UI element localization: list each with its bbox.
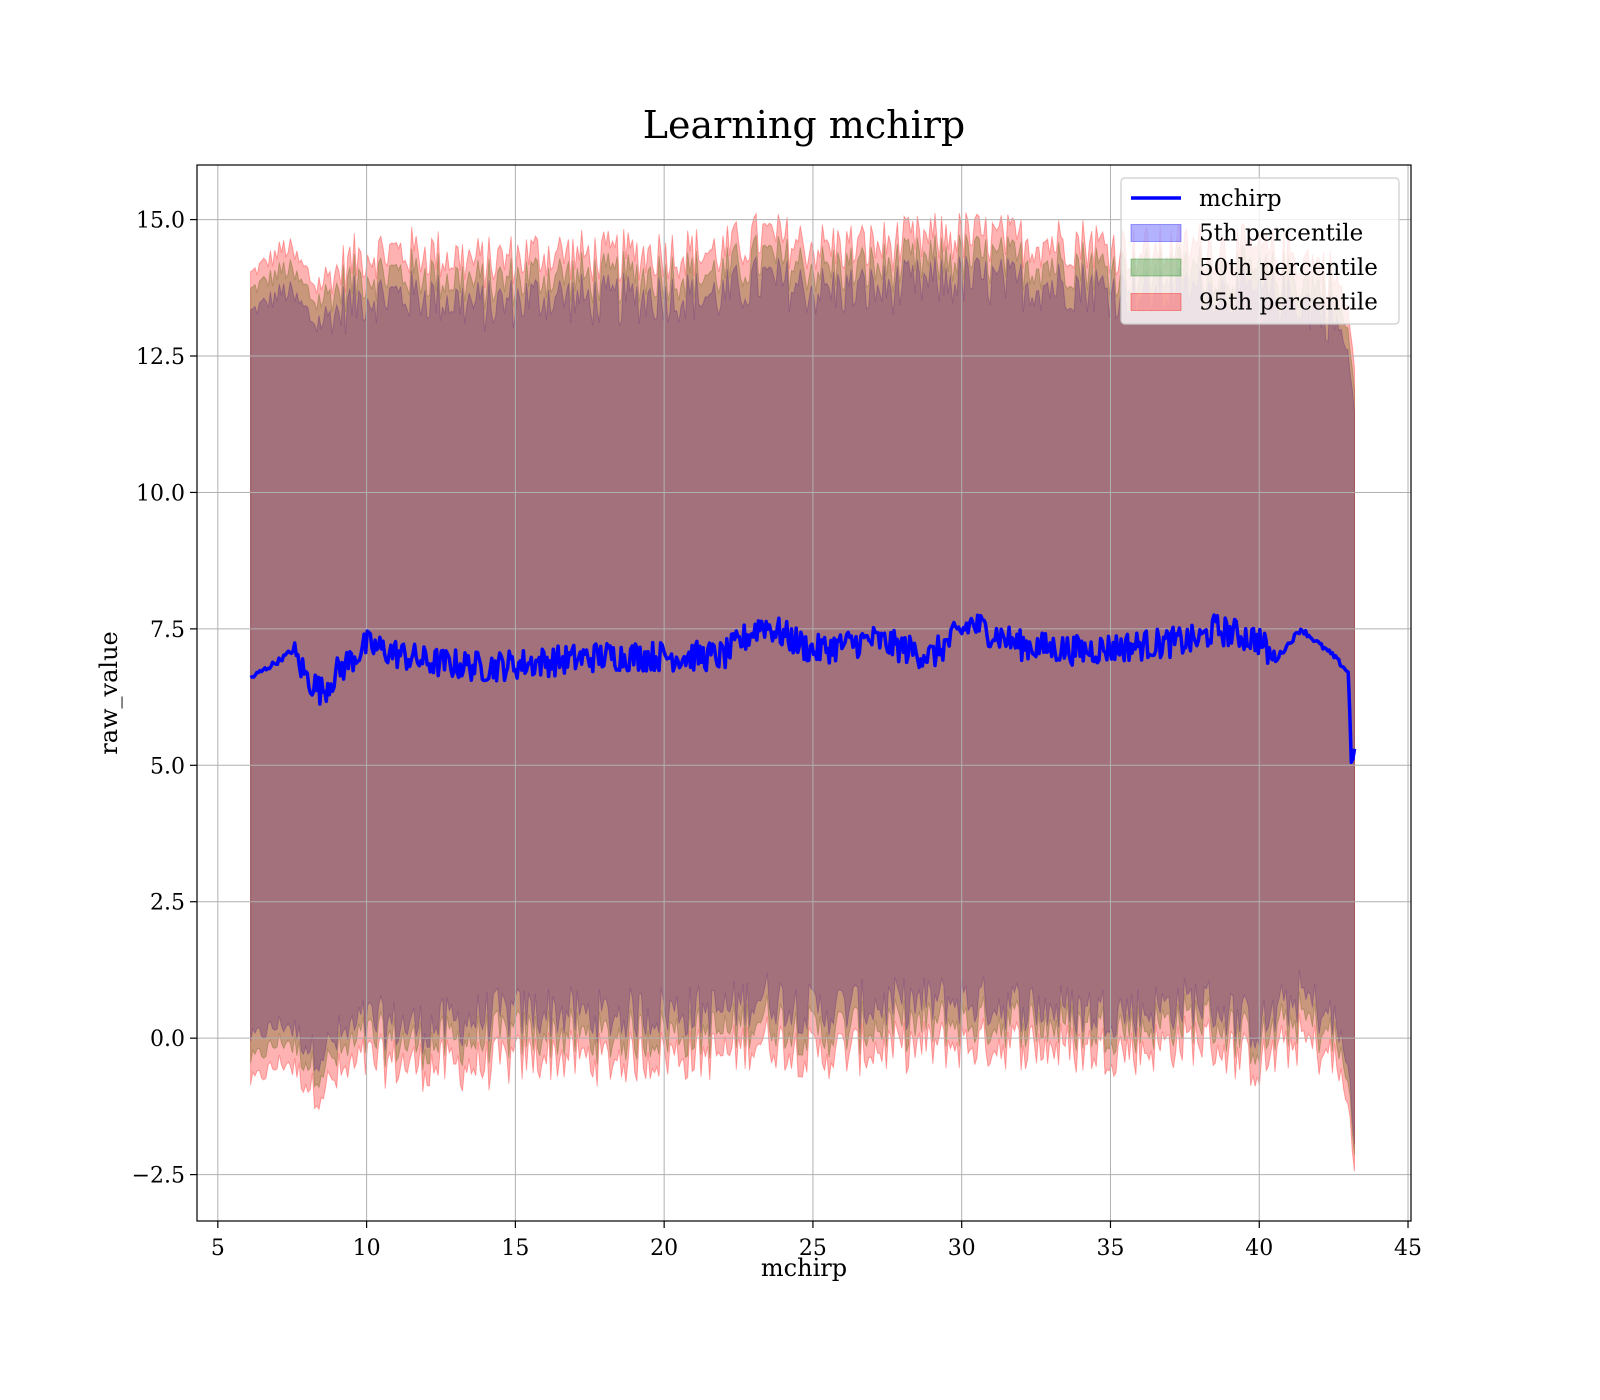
legend-label-50th-percentile: 50th percentile <box>1199 255 1378 281</box>
mchirp-line-layer <box>249 613 1357 765</box>
y-axis-label: raw_value <box>95 631 123 755</box>
legend-label-5th-percentile: 5th percentile <box>1199 221 1363 247</box>
y-tick-label: 12.5 <box>136 345 185 370</box>
grid-lines <box>197 165 1411 1221</box>
legend-label-mchirp: mchirp <box>1199 186 1282 212</box>
plot-frame <box>196 164 1412 1222</box>
band-95th-percentile <box>250 211 1355 1172</box>
x-tick-label: 35 <box>1096 1236 1124 1261</box>
x-tick-label: 10 <box>353 1236 381 1261</box>
x-axis-ticks: 5 10 15 20 25 30 35 40 45 <box>211 1221 1422 1261</box>
legend-box <box>1120 177 1400 325</box>
percentile-bands <box>250 211 1355 1172</box>
x-tick-label: 5 <box>211 1236 225 1261</box>
x-tick-label: 25 <box>799 1236 827 1261</box>
y-tick-label: 5.0 <box>150 754 185 779</box>
y-tick-label: −2.5 <box>132 1164 185 1189</box>
x-tick-label: 20 <box>650 1236 678 1261</box>
y-axis-ticks: −2.5 0.0 2.5 5.0 7.5 10.0 12.5 15.0 <box>132 209 197 1189</box>
y-tick-label: 7.5 <box>150 618 185 643</box>
x-tick-label: 40 <box>1245 1236 1273 1261</box>
band-50th-percentile <box>250 233 1355 1156</box>
x-tick-label: 15 <box>501 1236 529 1261</box>
x-axis-label: mchirp <box>761 1254 847 1282</box>
y-tick-label: 0.0 <box>150 1027 185 1052</box>
y-tick-label: 10.0 <box>136 481 185 506</box>
mchirp-line <box>249 613 1357 765</box>
y-tick-label: 2.5 <box>150 891 185 916</box>
x-tick-label: 30 <box>948 1236 976 1261</box>
legend-label-95th-percentile: 95th percentile <box>1199 290 1378 316</box>
x-tick-label: 45 <box>1394 1236 1422 1261</box>
legend-swatch-95th-percentile <box>1130 293 1182 311</box>
band-5th-percentile <box>250 255 1355 1145</box>
chart-title: Learning mchirp <box>643 103 965 147</box>
y-tick-label: 15.0 <box>136 209 185 234</box>
legend: mchirp 5th percentile 50th percentile 95th … <box>1120 177 1400 325</box>
legend-swatch-50th-percentile <box>1130 258 1182 277</box>
legend-swatch-5th-percentile <box>1130 224 1182 242</box>
